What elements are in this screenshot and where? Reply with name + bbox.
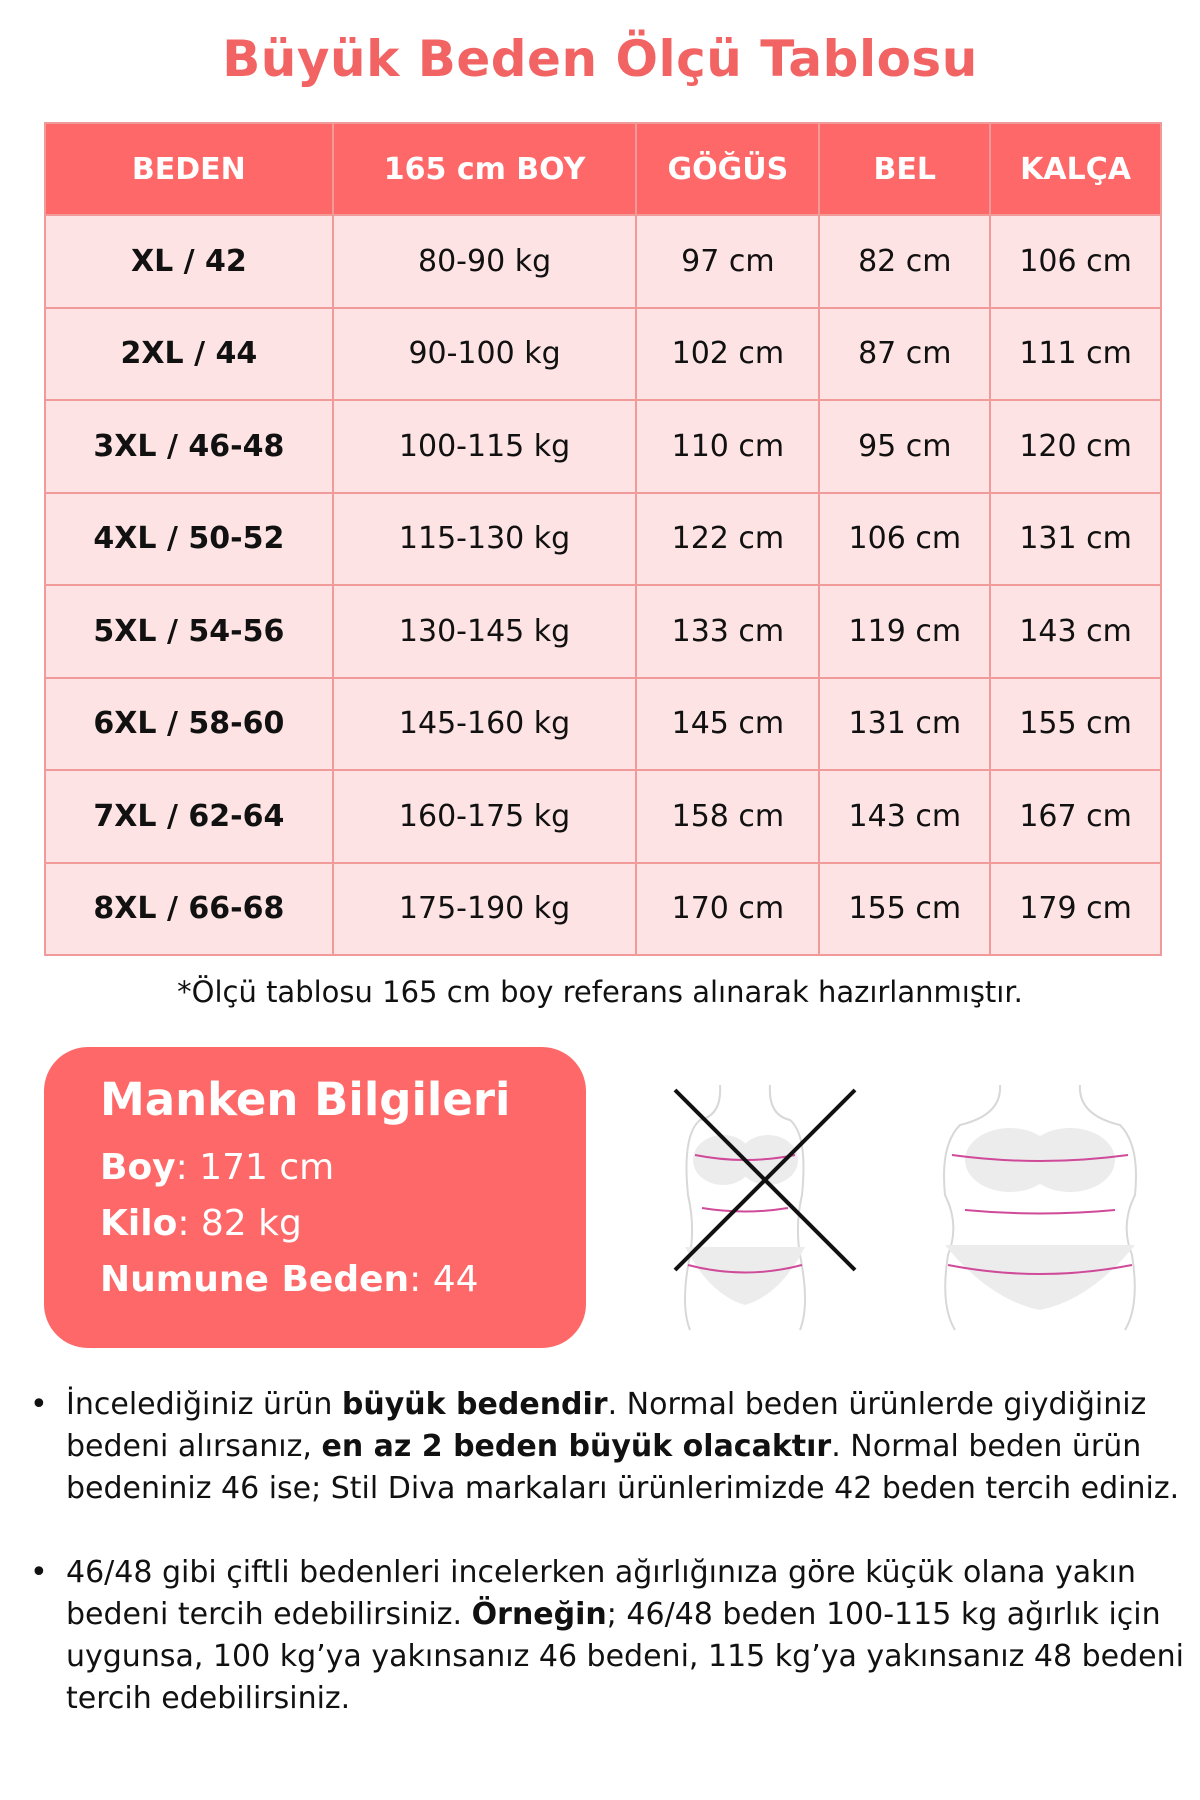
table-row: 4XL / 50-52 115-130 kg 122 cm 106 cm 131 cm [44,491,1162,586]
size-cell: 5XL / 54-56 [44,584,334,679]
model-info-row: Boy: 171 cm [100,1140,586,1196]
value-cell: 115-130 kg [331,491,638,586]
table-row: 2XL / 44 90-100 kg 102 cm 87 cm 111 cm [44,306,1162,401]
bold-text: en az 2 beden büyük olacaktır [321,1429,832,1464]
model-info-row: Kilo: 82 kg [100,1196,586,1252]
value-cell: 120 cm [989,399,1162,494]
value-cell: 111 cm [989,306,1162,401]
value-cell: 143 cm [818,769,992,864]
bullet-icon: • [30,1555,48,1590]
value-cell: 97 cm [635,214,821,309]
value-cell: 143 cm [989,584,1162,679]
size-cell: 3XL / 46-48 [44,399,334,494]
value-cell: 170 cm [635,861,821,956]
text: . Normal beden ürünlerde giydiğiniz bede… [66,1387,1147,1464]
header-cell: BEDEN [44,122,334,216]
table-row: 3XL / 46-48 100-115 kg 110 cm 95 cm 120 cm [44,399,1162,494]
model-info-card: Manken Bilgileri Boy: 171 cm Kilo: 82 kg… [44,1047,586,1348]
page-title: Büyük Beden Ölçü Tablosu [222,30,978,88]
body-shape-illustration [673,1084,1137,1331]
table-row: 6XL / 58-60 145-160 kg 145 cm 131 cm 155 cm [44,676,1162,771]
value-cell: 155 cm [989,676,1162,771]
table-note: *Ölçü tablosu 165 cm boy referans alınar… [177,975,1023,1009]
text: . Normal beden ürün bedeniniz 46 ise; St… [66,1429,1180,1506]
size-cell: 6XL / 58-60 [44,676,334,771]
model-info-title: Manken Bilgileri [100,1073,511,1126]
value-cell: 133 cm [635,584,821,679]
value-cell: 119 cm [818,584,992,679]
bullet-text: İncelediğiniz ürün büyük bedendir. Norma… [66,1384,1190,1510]
value-cell: 145-160 kg [331,676,638,771]
list-item: • 46/48 gibi çiftli bedenleri incelerken … [30,1552,1190,1720]
value-cell: 179 cm [989,861,1162,956]
cross-line [673,1088,857,1272]
value-cell: 95 cm [818,399,992,494]
table-row: XL / 42 80-90 kg 97 cm 82 cm 106 cm [44,214,1162,309]
value-cell: 106 cm [989,214,1162,309]
value-cell: 80-90 kg [331,214,638,309]
correct-body-shape-icon [943,1084,1137,1331]
table-header-row: BEDEN 165 cm BOY GÖĞÜS BEL KALÇA [44,122,1162,216]
text: İncelediğiniz ürün [66,1387,342,1422]
size-cell: 7XL / 62-64 [44,769,334,864]
wrong-body-shape-icon [673,1084,857,1331]
value-cell: 90-100 kg [331,306,638,401]
value-cell: 155 cm [818,861,992,956]
text: 46/48 gibi çiftli bedenleri incelerken a… [66,1555,1136,1632]
value-cell: 131 cm [989,491,1162,586]
value-cell: 110 cm [635,399,821,494]
label: Numune Beden [100,1259,410,1300]
info-bullet-list: • İncelediğiniz ürün büyük bedendir. Norm… [30,1384,1190,1762]
value-cell: 87 cm [818,306,992,401]
bullet-icon: • [30,1387,48,1422]
value: : 171 cm [175,1147,335,1188]
value-cell: 175-190 kg [331,861,638,956]
size-cell: 2XL / 44 [44,306,334,401]
value: : 44 [409,1259,479,1300]
label: Kilo [100,1203,178,1244]
header-cell: KALÇA [989,122,1162,216]
table-row: 8XL / 66-68 175-190 kg 170 cm 155 cm 179 cm [44,861,1162,956]
value-cell: 167 cm [989,769,1162,864]
value-cell: 160-175 kg [331,769,638,864]
value-cell: 106 cm [818,491,992,586]
table-row: 7XL / 62-64 160-175 kg 158 cm 143 cm 167 cm [44,769,1162,864]
value-cell: 145 cm [635,676,821,771]
text: ; 46/48 beden 100-115 kg ağırlık için uy… [66,1597,1184,1716]
size-cell: XL / 42 [44,214,334,309]
table-row: 5XL / 54-56 130-145 kg 133 cm 119 cm 143 cm [44,584,1162,679]
label: Boy [100,1147,176,1188]
header-cell: GÖĞÜS [635,122,821,216]
bold-text: Örneğin [471,1597,607,1632]
list-item: • İncelediğiniz ürün büyük bedendir. Norm… [30,1384,1190,1510]
value-cell: 102 cm [635,306,821,401]
model-info-row: Numune Beden: 44 [100,1252,586,1308]
value-cell: 100-115 kg [331,399,638,494]
value-cell: 122 cm [635,491,821,586]
value-cell: 131 cm [818,676,992,771]
value: : 82 kg [177,1203,302,1244]
header-cell: BEL [818,122,992,216]
size-cell: 4XL / 50-52 [44,491,334,586]
size-cell: 8XL / 66-68 [44,861,334,956]
value-cell: 82 cm [818,214,992,309]
value-cell: 158 cm [635,769,821,864]
bullet-text: 46/48 gibi çiftli bedenleri incelerken a… [66,1552,1190,1720]
size-table: BEDEN 165 cm BOY GÖĞÜS BEL KALÇA XL / 42… [44,122,1162,956]
value-cell: 130-145 kg [331,584,638,679]
bold-text: büyük bedendir [341,1387,608,1422]
header-cell: 165 cm BOY [331,122,638,216]
